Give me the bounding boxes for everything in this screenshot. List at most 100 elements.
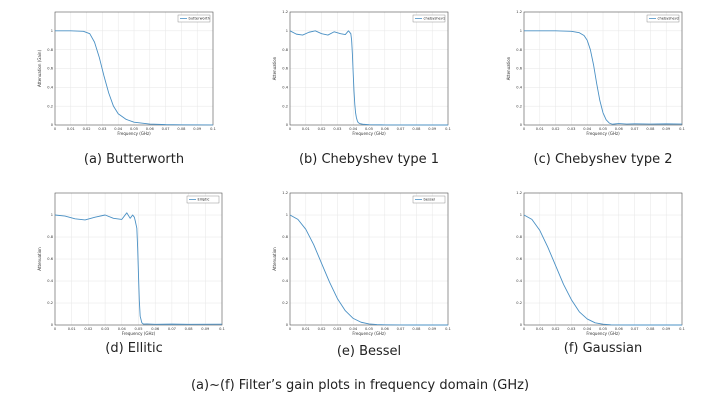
y-tick-label: 0.4	[516, 279, 522, 283]
series-line	[54, 212, 223, 325]
chart-panel-2: 0 0.01 0.02 0.03 0.04 0.05 0.06 0.07 0.08 0.09 0.1…	[506, 10, 685, 167]
y-tick-label: 0.6	[516, 257, 522, 261]
y-tick-label: 0.2	[47, 104, 53, 108]
y-tick-label: 0.6	[282, 257, 288, 261]
x-tick-label: 0.08	[177, 127, 186, 131]
x-tick-label: 0.1	[445, 327, 451, 331]
x-tick-label: 0.08	[412, 327, 421, 331]
x-tick-label: 0.1	[219, 327, 225, 331]
legend-label: chebyshev1	[424, 17, 446, 21]
legend: butterworth	[177, 14, 211, 23]
x-tick-label: 0.09	[428, 127, 437, 131]
x-axis-label: Frequency (GHz)	[586, 131, 620, 136]
y-axis-label: Attenuation	[272, 56, 277, 80]
legend: chebyshev2	[646, 14, 680, 23]
x-tick-label: 0.04	[118, 327, 127, 331]
y-tick-label: 0.6	[282, 67, 288, 71]
y-tick-label: 0	[51, 123, 54, 127]
y-tick-label: 0.2	[516, 104, 522, 108]
x-tick-label: 0.02	[84, 327, 92, 331]
series-line	[524, 30, 683, 125]
x-tick-label: 0.07	[162, 127, 170, 131]
legend-label: Elliptic	[198, 198, 210, 202]
x-tick-label: 0.03	[567, 327, 575, 331]
x-tick-label: 0.03	[333, 327, 341, 331]
x-tick-label: 0.09	[428, 327, 437, 331]
x-tick-label: 0.09	[193, 127, 202, 131]
y-tick-label: 0.4	[47, 86, 53, 90]
x-axis-label: Frequency (GHz)	[352, 131, 386, 136]
y-tick-label: 0.2	[516, 301, 522, 305]
y-tick-label: 0	[520, 123, 523, 127]
subplot-caption: (b) Chebyshev type 1	[299, 152, 439, 167]
y-tick-label: 0.8	[47, 48, 53, 52]
y-tick-label: 0.8	[47, 235, 53, 239]
x-tick-label: 0	[289, 327, 292, 331]
legend: Elliptic	[186, 195, 220, 204]
y-tick-label: 1.2	[282, 191, 288, 195]
x-tick-label: 0.01	[68, 327, 76, 331]
legend-box	[177, 14, 211, 23]
y-tick-label: 0.2	[282, 104, 288, 108]
x-tick-label: 0.09	[201, 327, 210, 331]
x-tick-label: 0.1	[445, 127, 451, 131]
x-tick-label: 0.05	[130, 127, 138, 131]
x-tick-label: 0.06	[151, 327, 160, 331]
x-tick-label: 0.01	[536, 127, 544, 131]
x-tick-label: 0.07	[631, 327, 639, 331]
y-tick-label: 1	[51, 29, 53, 33]
y-tick-label: 1	[286, 213, 288, 217]
y-tick-label: 0.4	[282, 86, 288, 90]
x-tick-label: 0.05	[134, 327, 142, 331]
y-axis-label: Attenuation	[506, 56, 511, 80]
x-axis-label: Frequency (GHz)	[122, 331, 156, 336]
x-tick-label: 0.07	[397, 127, 405, 131]
axes-frame	[54, 11, 214, 126]
series-line	[55, 30, 214, 126]
x-tick-label: 0.04	[349, 127, 358, 131]
x-tick-label: 0.01	[536, 327, 544, 331]
axes-frame	[523, 192, 683, 326]
series-line	[523, 214, 682, 326]
subplot-caption: (a) Butterworth	[84, 152, 184, 167]
x-tick-label: 0	[523, 327, 526, 331]
y-axis-label: Attenuation (Gain)	[37, 50, 42, 87]
y-tick-label: 0.8	[282, 48, 288, 52]
series-line	[289, 30, 449, 126]
chart-panel-0: 0 0.01 0.02 0.03 0.04 0.05 0.06 0.07 0.08 0.09 0.1…	[37, 11, 216, 167]
x-tick-label: 0.02	[83, 127, 91, 131]
x-tick-label: 0.08	[646, 327, 655, 331]
x-tick-label: 0	[54, 327, 57, 331]
x-tick-label: 0.07	[168, 327, 176, 331]
y-tick-label: 1	[286, 29, 288, 33]
subplot-caption: (d) Ellitic	[105, 341, 162, 356]
legend-box	[646, 14, 680, 23]
x-tick-label: 0	[54, 127, 57, 131]
x-tick-label: 0.07	[631, 127, 639, 131]
legend-box	[412, 14, 446, 23]
x-tick-label: 0.02	[318, 327, 326, 331]
legend-label: butterworth	[189, 17, 210, 21]
x-axis-label: Frequency (GHz)	[117, 131, 151, 136]
x-tick-label: 0.01	[302, 327, 310, 331]
y-tick-label: 1.2	[516, 191, 522, 195]
x-axis-label: Frequency (GHz)	[352, 331, 386, 336]
figure-caption: (a)~(f) Filter’s gain plots in frequency…	[191, 378, 529, 393]
y-tick-label: 0.2	[282, 301, 288, 305]
x-tick-label: 0.05	[599, 127, 607, 131]
y-tick-label: 0.4	[47, 279, 53, 283]
x-axis-label: Frequency (GHz)	[586, 331, 620, 336]
y-tick-label: 0.8	[282, 235, 288, 239]
axes-frame	[289, 192, 449, 326]
x-tick-label: 0.1	[679, 127, 685, 131]
x-tick-label: 0.03	[98, 127, 106, 131]
x-tick-label: 0.06	[146, 127, 155, 131]
x-tick-label: 0.05	[365, 127, 373, 131]
legend: bessel	[412, 195, 446, 204]
y-tick-label: 1	[520, 213, 522, 217]
legend: chebyshev1	[412, 14, 446, 23]
subplot-caption: (e) Bessel	[337, 344, 401, 359]
x-tick-label: 0.1	[210, 127, 216, 131]
x-tick-label: 0.04	[349, 327, 358, 331]
axes-frame	[523, 11, 683, 126]
